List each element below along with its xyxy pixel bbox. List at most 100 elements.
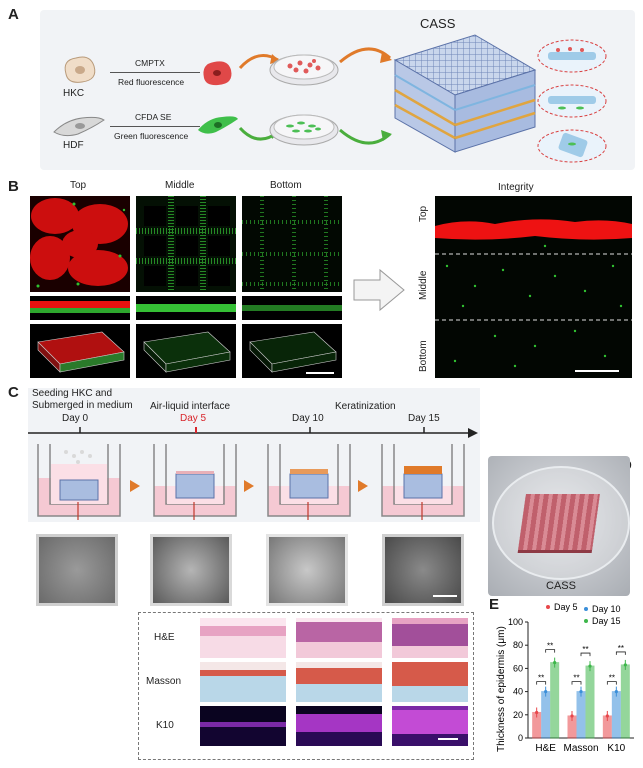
panel-c-letter: C	[8, 384, 19, 401]
dye1-desc: Red fluorescence	[118, 77, 185, 87]
data-point	[579, 690, 583, 694]
col-top-label: Top	[70, 180, 87, 191]
bar	[550, 662, 560, 739]
legend-marker	[584, 619, 588, 623]
petri-dish-green-icon	[269, 114, 339, 146]
micro-bottom-side	[242, 296, 342, 320]
row-masson-label: Masson	[146, 676, 182, 687]
significance-bracket	[545, 649, 556, 653]
data-point	[570, 714, 574, 718]
micro-bottom-3d	[242, 324, 342, 378]
significance-bracket	[536, 681, 547, 685]
significance-label: **	[538, 674, 544, 683]
scale-bar-hist	[438, 738, 458, 740]
y-tick-label: 100	[508, 617, 523, 627]
x-tick-label: H&E	[535, 743, 556, 754]
panel-b-letter: B	[8, 178, 19, 195]
cass-photo-label: CASS	[546, 580, 576, 592]
t0-desc-line1: Seeding HKC and	[32, 388, 113, 399]
y-tick-label: 0	[518, 733, 523, 743]
t5-desc: Air-liquid interface	[150, 401, 231, 412]
row-k10-label: K10	[156, 720, 174, 731]
hkc-cell-icon	[64, 56, 96, 83]
k10-day15	[392, 706, 468, 746]
y-tick-label: 40	[513, 687, 523, 697]
row-he-label: H&E	[154, 632, 175, 643]
bar	[576, 691, 586, 739]
chart-bars: ** ** ** ** ** **	[532, 642, 630, 739]
significance-label: **	[618, 644, 624, 653]
day5-label: Day 5	[180, 413, 207, 424]
chart-xaxis: H&E Masson K10	[535, 743, 625, 754]
sample-photo-day15	[382, 534, 464, 606]
k10-day5	[200, 706, 286, 746]
scale-bar-c	[433, 595, 457, 597]
hkc-label: HKC	[63, 88, 85, 99]
x-tick-label: K10	[607, 743, 625, 754]
red-labeled-cell-icon	[203, 61, 232, 86]
legend-marker	[546, 605, 550, 609]
data-point	[614, 690, 618, 694]
data-point	[535, 710, 539, 715]
data-point	[553, 661, 557, 665]
hdf-cell-icon	[53, 116, 105, 137]
y-tick-label: 20	[513, 710, 523, 720]
col-bottom-label: Bottom	[270, 180, 302, 191]
micro-top-side	[30, 296, 130, 320]
he-day15	[392, 618, 468, 658]
sample-photo-day10	[266, 534, 348, 606]
legend-entry: Day 10	[592, 604, 621, 614]
data-point	[588, 664, 592, 668]
k10-day10	[296, 706, 382, 746]
sample-photo-day5	[150, 534, 232, 606]
legend-entry: Day 5	[554, 602, 578, 612]
chart-ylabel: Thickness of epidermis (μm)	[496, 626, 507, 752]
micro-middle-3d	[136, 324, 236, 378]
green-labeled-cell-icon	[198, 116, 238, 134]
panel-a-letter: A	[8, 6, 19, 23]
dye2-desc: Green fluorescence	[114, 131, 189, 141]
scale-bar-b	[306, 372, 334, 374]
micro-top-xy	[30, 196, 130, 292]
data-point	[623, 663, 627, 667]
hdf-label: HDF	[63, 140, 84, 151]
zoom-bubbles-icon	[537, 39, 607, 163]
timeline-axis	[28, 427, 478, 438]
flow-arrows	[238, 47, 392, 145]
integrity-side-bottom: Bottom	[418, 340, 429, 372]
bar	[585, 665, 595, 739]
day0-label: Day 0	[62, 413, 89, 424]
y-tick-label: 60	[513, 663, 523, 673]
petri-dish-red-icon	[269, 54, 339, 86]
panel-a-background	[40, 10, 635, 170]
cass-sample	[518, 494, 600, 550]
significance-bracket	[606, 681, 617, 685]
t0-desc-line2: Submerged in medium	[32, 400, 133, 411]
he-day10	[296, 618, 382, 658]
significance-bracket	[615, 651, 626, 655]
cass-photo: CASS	[488, 456, 630, 596]
block-arrow-icon	[353, 268, 405, 312]
legend-entry: Day 15	[592, 616, 621, 626]
dye1-arrow	[110, 72, 200, 73]
y-tick-label: 80	[513, 640, 523, 650]
dye2-arrow	[110, 126, 200, 127]
day10-label: Day 10	[292, 413, 324, 424]
significance-bracket	[571, 681, 582, 685]
bar	[620, 664, 630, 739]
dye1-label: CMPTX	[135, 58, 165, 68]
micro-bottom-xy	[242, 196, 342, 292]
day15-label: Day 15	[408, 413, 440, 424]
he-day5	[200, 618, 286, 658]
bar	[541, 691, 551, 739]
integrity-title: Integrity	[498, 182, 534, 193]
bar	[611, 691, 621, 739]
sample-photo-day0	[36, 534, 118, 606]
significance-label: **	[609, 674, 615, 683]
transwell-series-icon	[37, 444, 465, 520]
significance-bracket	[580, 652, 591, 657]
chart-legend: Day 5 Day 10 Day 15	[546, 602, 621, 626]
integrity-side-top: Top	[418, 205, 429, 222]
micro-middle-side	[136, 296, 236, 320]
panel-e-letter: E	[489, 596, 500, 613]
